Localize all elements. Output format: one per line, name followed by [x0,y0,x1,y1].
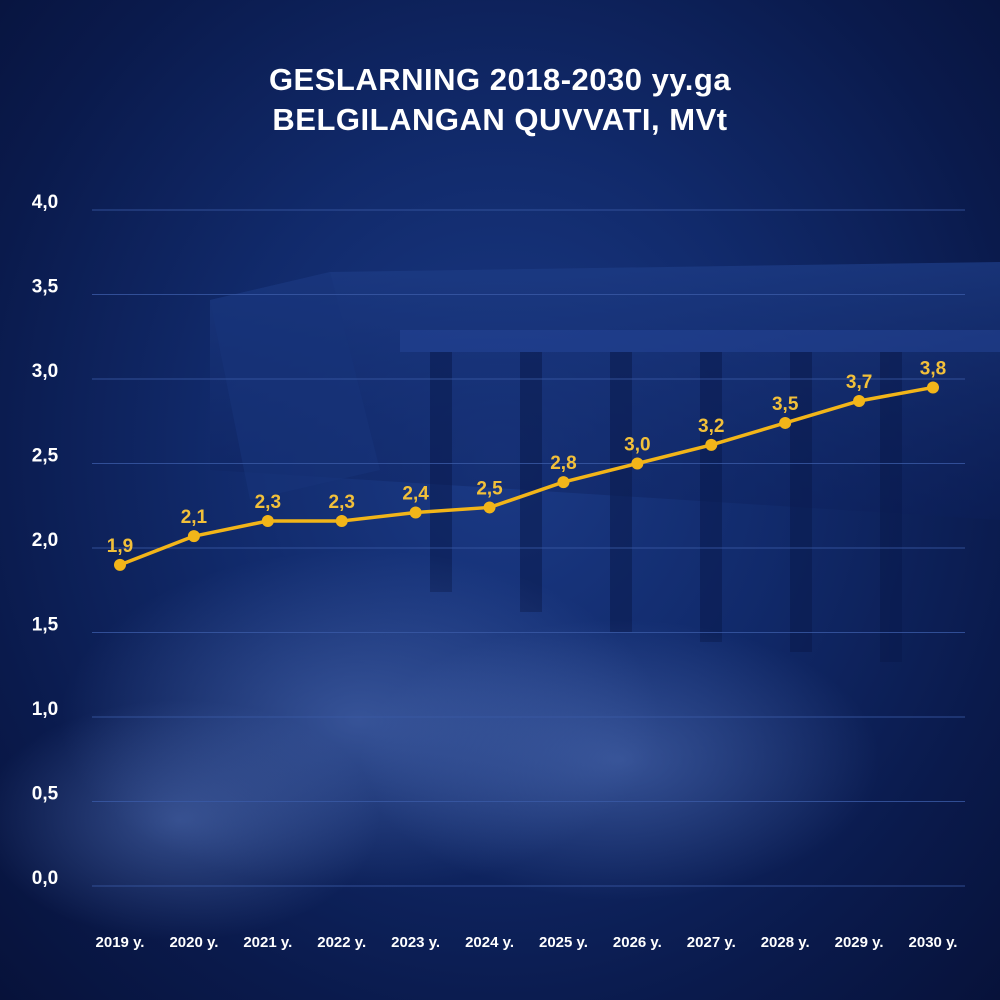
data-point [631,457,644,470]
data-label: 2,1 [181,507,208,528]
x-tick-label: 2028 y. [761,934,810,951]
data-point [409,506,422,519]
data-point [927,381,939,394]
data-point [261,514,274,527]
series-line-group [118,385,935,567]
series-line [118,385,935,567]
x-tick-label: 2030 y. [909,934,958,951]
data-point [187,530,200,543]
data-point [779,416,792,429]
data-point [557,476,570,489]
data-label: 2,8 [550,453,576,474]
x-tick-label: 2021 y. [243,934,292,951]
x-tick-label: 2023 y. [391,934,440,951]
chart-title-line-2: BELGILANGAN QUVVATI, MVt [272,102,728,137]
y-tick-label: 0,5 [32,784,59,805]
y-tick-label: 0,0 [32,868,58,889]
chart-title-line-1: GESLARNING 2018-2030 yy.ga [268,62,732,97]
data-point [483,501,496,514]
data-labels: 1,9 2,1 2,3 2,3 2,4 2,5 2,8 3,0 3,2 3,5 3,7 3,8 [107,358,946,556]
data-label: 2,3 [255,492,281,513]
data-label: 3,2 [698,416,724,437]
data-label: 2,5 [476,478,503,499]
x-tick-label: 2020 y. [169,934,218,951]
data-label: 2,4 [402,484,429,505]
y-axis-tick-labels: 0,0 0,5 1,0 1,5 2,0 2,5 3,0 3,5 4,0 [32,192,59,889]
x-tick-label: 2024 y. [465,934,514,951]
data-label: 1,9 [107,536,133,557]
data-label: 3,8 [920,358,946,379]
y-tick-label: 1,0 [32,699,58,720]
data-points [114,381,939,571]
y-tick-label: 4,0 [32,192,58,213]
x-axis-tick-labels: 2019 y. 2020 y. 2021 y. 2022 y. 2023 y. 2024 … [96,934,958,951]
x-tick-label: 2019 y. [96,934,145,951]
data-point [114,558,126,571]
x-tick-label: 2029 y. [835,934,884,951]
data-point [853,394,866,407]
x-tick-label: 2022 y. [317,934,366,951]
y-tick-label: 2,0 [32,530,58,551]
x-tick-label: 2026 y. [613,934,662,951]
x-tick-label: 2025 y. [539,934,588,951]
x-tick-label: 2027 y. [687,934,736,951]
y-tick-label: 2,5 [32,446,59,467]
data-label: 2,3 [329,492,355,513]
data-point [705,438,718,451]
data-label: 3,0 [624,435,650,456]
y-tick-label: 1,5 [32,615,59,636]
y-tick-label: 3,5 [32,277,59,298]
gridlines [92,209,965,887]
data-point [335,514,348,527]
data-label: 3,5 [772,394,799,415]
data-label: 3,7 [846,372,872,393]
y-tick-label: 3,0 [32,361,58,382]
